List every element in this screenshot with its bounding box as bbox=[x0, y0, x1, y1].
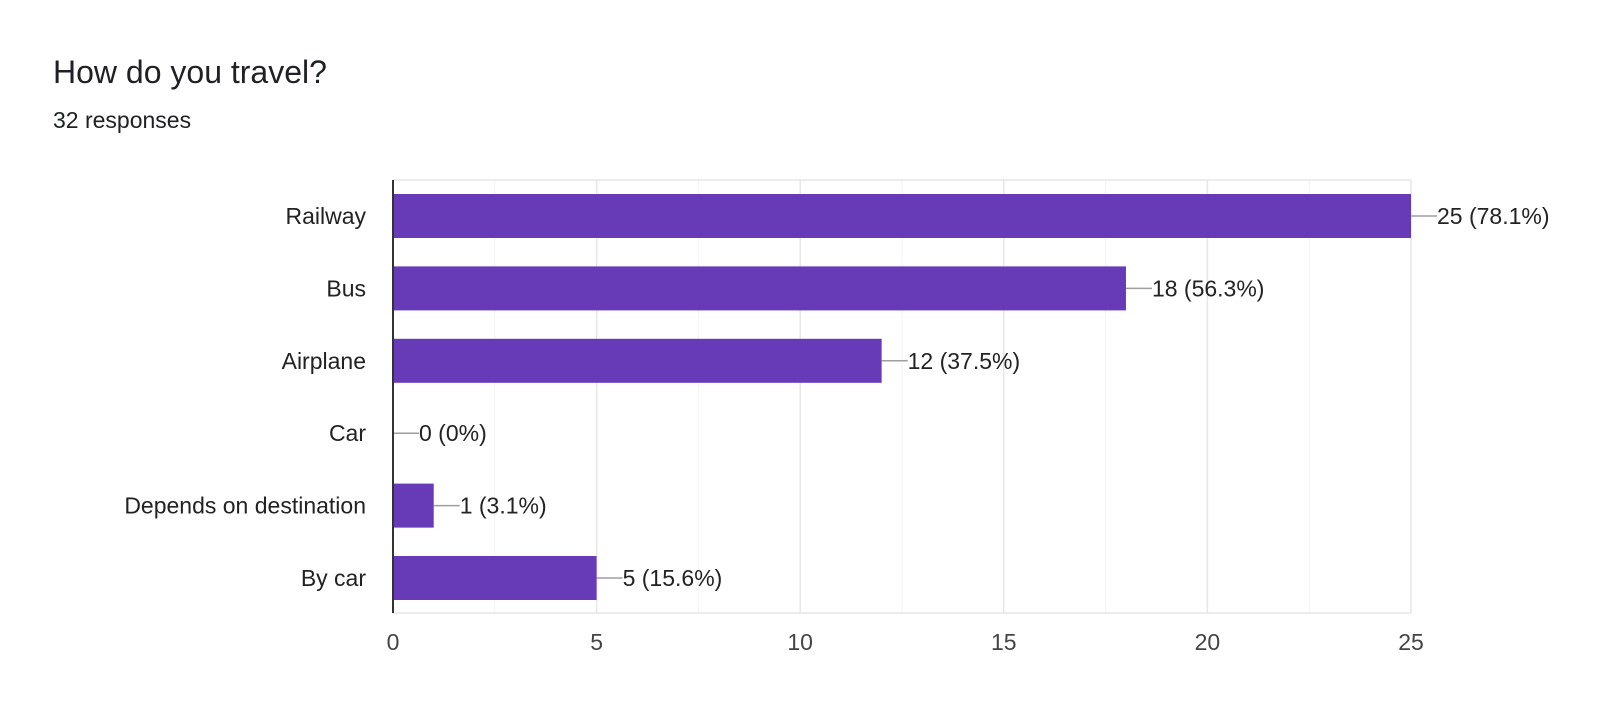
x-tick-label: 10 bbox=[787, 629, 813, 655]
category-label: Bus bbox=[326, 275, 366, 301]
bar bbox=[393, 266, 1126, 311]
bar bbox=[393, 194, 1411, 238]
x-tick-label: 0 bbox=[387, 629, 400, 655]
bar bbox=[393, 483, 434, 528]
data-label: 5 (15.6%) bbox=[623, 565, 723, 591]
category-label: Airplane bbox=[282, 348, 366, 374]
x-tick-label: 15 bbox=[991, 629, 1017, 655]
data-label: 12 (37.5%) bbox=[908, 348, 1021, 374]
bar bbox=[393, 556, 597, 600]
x-tick-label: 20 bbox=[1195, 629, 1221, 655]
data-label: 1 (3.1%) bbox=[460, 493, 547, 519]
chart-title: How do you travel? bbox=[53, 54, 327, 90]
x-tick-label: 25 bbox=[1398, 629, 1424, 655]
x-tick-label: 5 bbox=[590, 629, 603, 655]
response-count: 32 responses bbox=[53, 107, 192, 133]
category-label: Car bbox=[329, 420, 366, 446]
data-label: 0 (0%) bbox=[419, 420, 487, 446]
category-label: By car bbox=[301, 565, 367, 591]
bar bbox=[393, 338, 882, 383]
data-label: 25 (78.1%) bbox=[1437, 203, 1550, 229]
category-label: Depends on destination bbox=[124, 493, 366, 519]
category-label: Railway bbox=[285, 203, 366, 229]
data-label: 18 (56.3%) bbox=[1152, 275, 1265, 301]
